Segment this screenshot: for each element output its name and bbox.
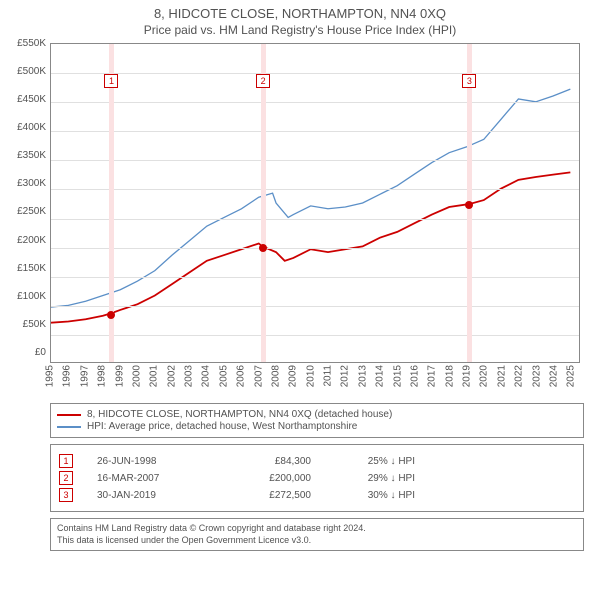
gridline (51, 73, 579, 74)
line-layer (51, 44, 579, 362)
series-line (51, 89, 570, 307)
x-tick-label: 2004 (201, 365, 212, 387)
gridline (51, 306, 579, 307)
y-tick-label: £0 (8, 347, 46, 358)
legend-item: 8, HIDCOTE CLOSE, NORTHAMPTON, NN4 0XQ (… (57, 409, 577, 420)
event-number: 1 (59, 454, 73, 468)
gridline (51, 335, 579, 336)
y-tick-label: £500K (8, 66, 46, 77)
event-number: 3 (59, 488, 73, 502)
y-tick-label: £150K (8, 263, 46, 274)
x-tick-label: 2001 (149, 365, 160, 387)
gridline (51, 277, 579, 278)
event-date: 16-MAR-2007 (97, 473, 207, 484)
y-tick-label: £100K (8, 291, 46, 302)
x-tick-label: 2022 (514, 365, 525, 387)
legend: 8, HIDCOTE CLOSE, NORTHAMPTON, NN4 0XQ (… (50, 403, 584, 438)
event-date: 26-JUN-1998 (97, 456, 207, 467)
x-tick-label: 2010 (305, 365, 316, 387)
y-tick-label: £200K (8, 235, 46, 246)
x-tick-label: 2002 (166, 365, 177, 387)
x-tick-label: 2019 (462, 365, 473, 387)
x-tick-label: 2018 (444, 365, 455, 387)
event-number: 2 (59, 471, 73, 485)
y-tick-label: £350K (8, 150, 46, 161)
series-line (51, 172, 570, 322)
event-delta: 29% ↓ HPI (335, 473, 415, 484)
x-tick-label: 2014 (375, 365, 386, 387)
x-tick-label: 1999 (114, 365, 125, 387)
y-axis: £550K £500K £450K £400K £350K £300K £250K £200K… (8, 38, 50, 358)
x-tick-label: 2024 (548, 365, 559, 387)
legend-swatch (57, 414, 81, 416)
event-dot (107, 311, 115, 319)
x-tick-label: 2017 (427, 365, 438, 387)
legend-swatch (57, 426, 81, 428)
x-tick-label: 2020 (479, 365, 490, 387)
x-tick-label: 2013 (357, 365, 368, 387)
attribution: Contains HM Land Registry data © Crown c… (50, 518, 584, 551)
x-axis: 1995199619971998199920002001200220032004… (50, 363, 580, 399)
y-tick-label: £50K (8, 319, 46, 330)
events-table: 1 26-JUN-1998 £84,300 25% ↓ HPI 2 16-MAR-2007… (50, 444, 584, 512)
x-tick-label: 2011 (323, 365, 334, 387)
gridline (51, 219, 579, 220)
x-tick-label: 2008 (270, 365, 281, 387)
event-price: £84,300 (231, 456, 311, 467)
plot-area: 1 2 3 (50, 43, 580, 363)
x-tick-label: 1997 (79, 365, 90, 387)
gridline (51, 102, 579, 103)
event-price: £200,000 (231, 473, 311, 484)
event-delta: 25% ↓ HPI (335, 456, 415, 467)
y-tick-label: £550K (8, 38, 46, 49)
y-tick-label: £300K (8, 178, 46, 189)
x-tick-label: 1995 (45, 365, 56, 387)
event-row: 1 26-JUN-1998 £84,300 25% ↓ HPI (59, 454, 575, 468)
attribution-line: Contains HM Land Registry data © Crown c… (57, 523, 577, 535)
event-date: 30-JAN-2019 (97, 490, 207, 501)
event-delta: 30% ↓ HPI (335, 490, 415, 501)
x-tick-label: 2006 (236, 365, 247, 387)
event-marker: 1 (104, 74, 118, 88)
x-tick-label: 2000 (131, 365, 142, 387)
x-tick-label: 2025 (566, 365, 577, 387)
x-tick-label: 2007 (253, 365, 264, 387)
x-tick-label: 1998 (97, 365, 108, 387)
chart-title: 8, HIDCOTE CLOSE, NORTHAMPTON, NN4 0XQ (8, 6, 592, 21)
attribution-line: This data is licensed under the Open Gov… (57, 535, 577, 547)
x-tick-label: 2023 (531, 365, 542, 387)
event-band (261, 44, 266, 362)
x-tick-label: 2015 (392, 365, 403, 387)
event-dot (259, 244, 267, 252)
event-price: £272,500 (231, 490, 311, 501)
chart-subtitle: Price paid vs. HM Land Registry's House … (8, 23, 592, 37)
x-tick-label: 2016 (409, 365, 420, 387)
y-tick-label: £400K (8, 122, 46, 133)
gridline (51, 189, 579, 190)
x-tick-label: 1996 (62, 365, 73, 387)
legend-label: HPI: Average price, detached house, West… (87, 421, 357, 432)
event-dot (465, 201, 473, 209)
x-tick-label: 2009 (288, 365, 299, 387)
event-row: 2 16-MAR-2007 £200,000 29% ↓ HPI (59, 471, 575, 485)
x-tick-label: 2003 (184, 365, 195, 387)
legend-item: HPI: Average price, detached house, West… (57, 421, 577, 432)
x-tick-label: 2012 (340, 365, 351, 387)
gridline (51, 131, 579, 132)
x-tick-label: 2021 (496, 365, 507, 387)
legend-label: 8, HIDCOTE CLOSE, NORTHAMPTON, NN4 0XQ (… (87, 409, 392, 420)
event-row: 3 30-JAN-2019 £272,500 30% ↓ HPI (59, 488, 575, 502)
y-tick-label: £450K (8, 94, 46, 105)
x-tick-label: 2005 (218, 365, 229, 387)
event-marker: 3 (462, 74, 476, 88)
event-marker: 2 (256, 74, 270, 88)
gridline (51, 248, 579, 249)
y-tick-label: £250K (8, 206, 46, 217)
gridline (51, 160, 579, 161)
